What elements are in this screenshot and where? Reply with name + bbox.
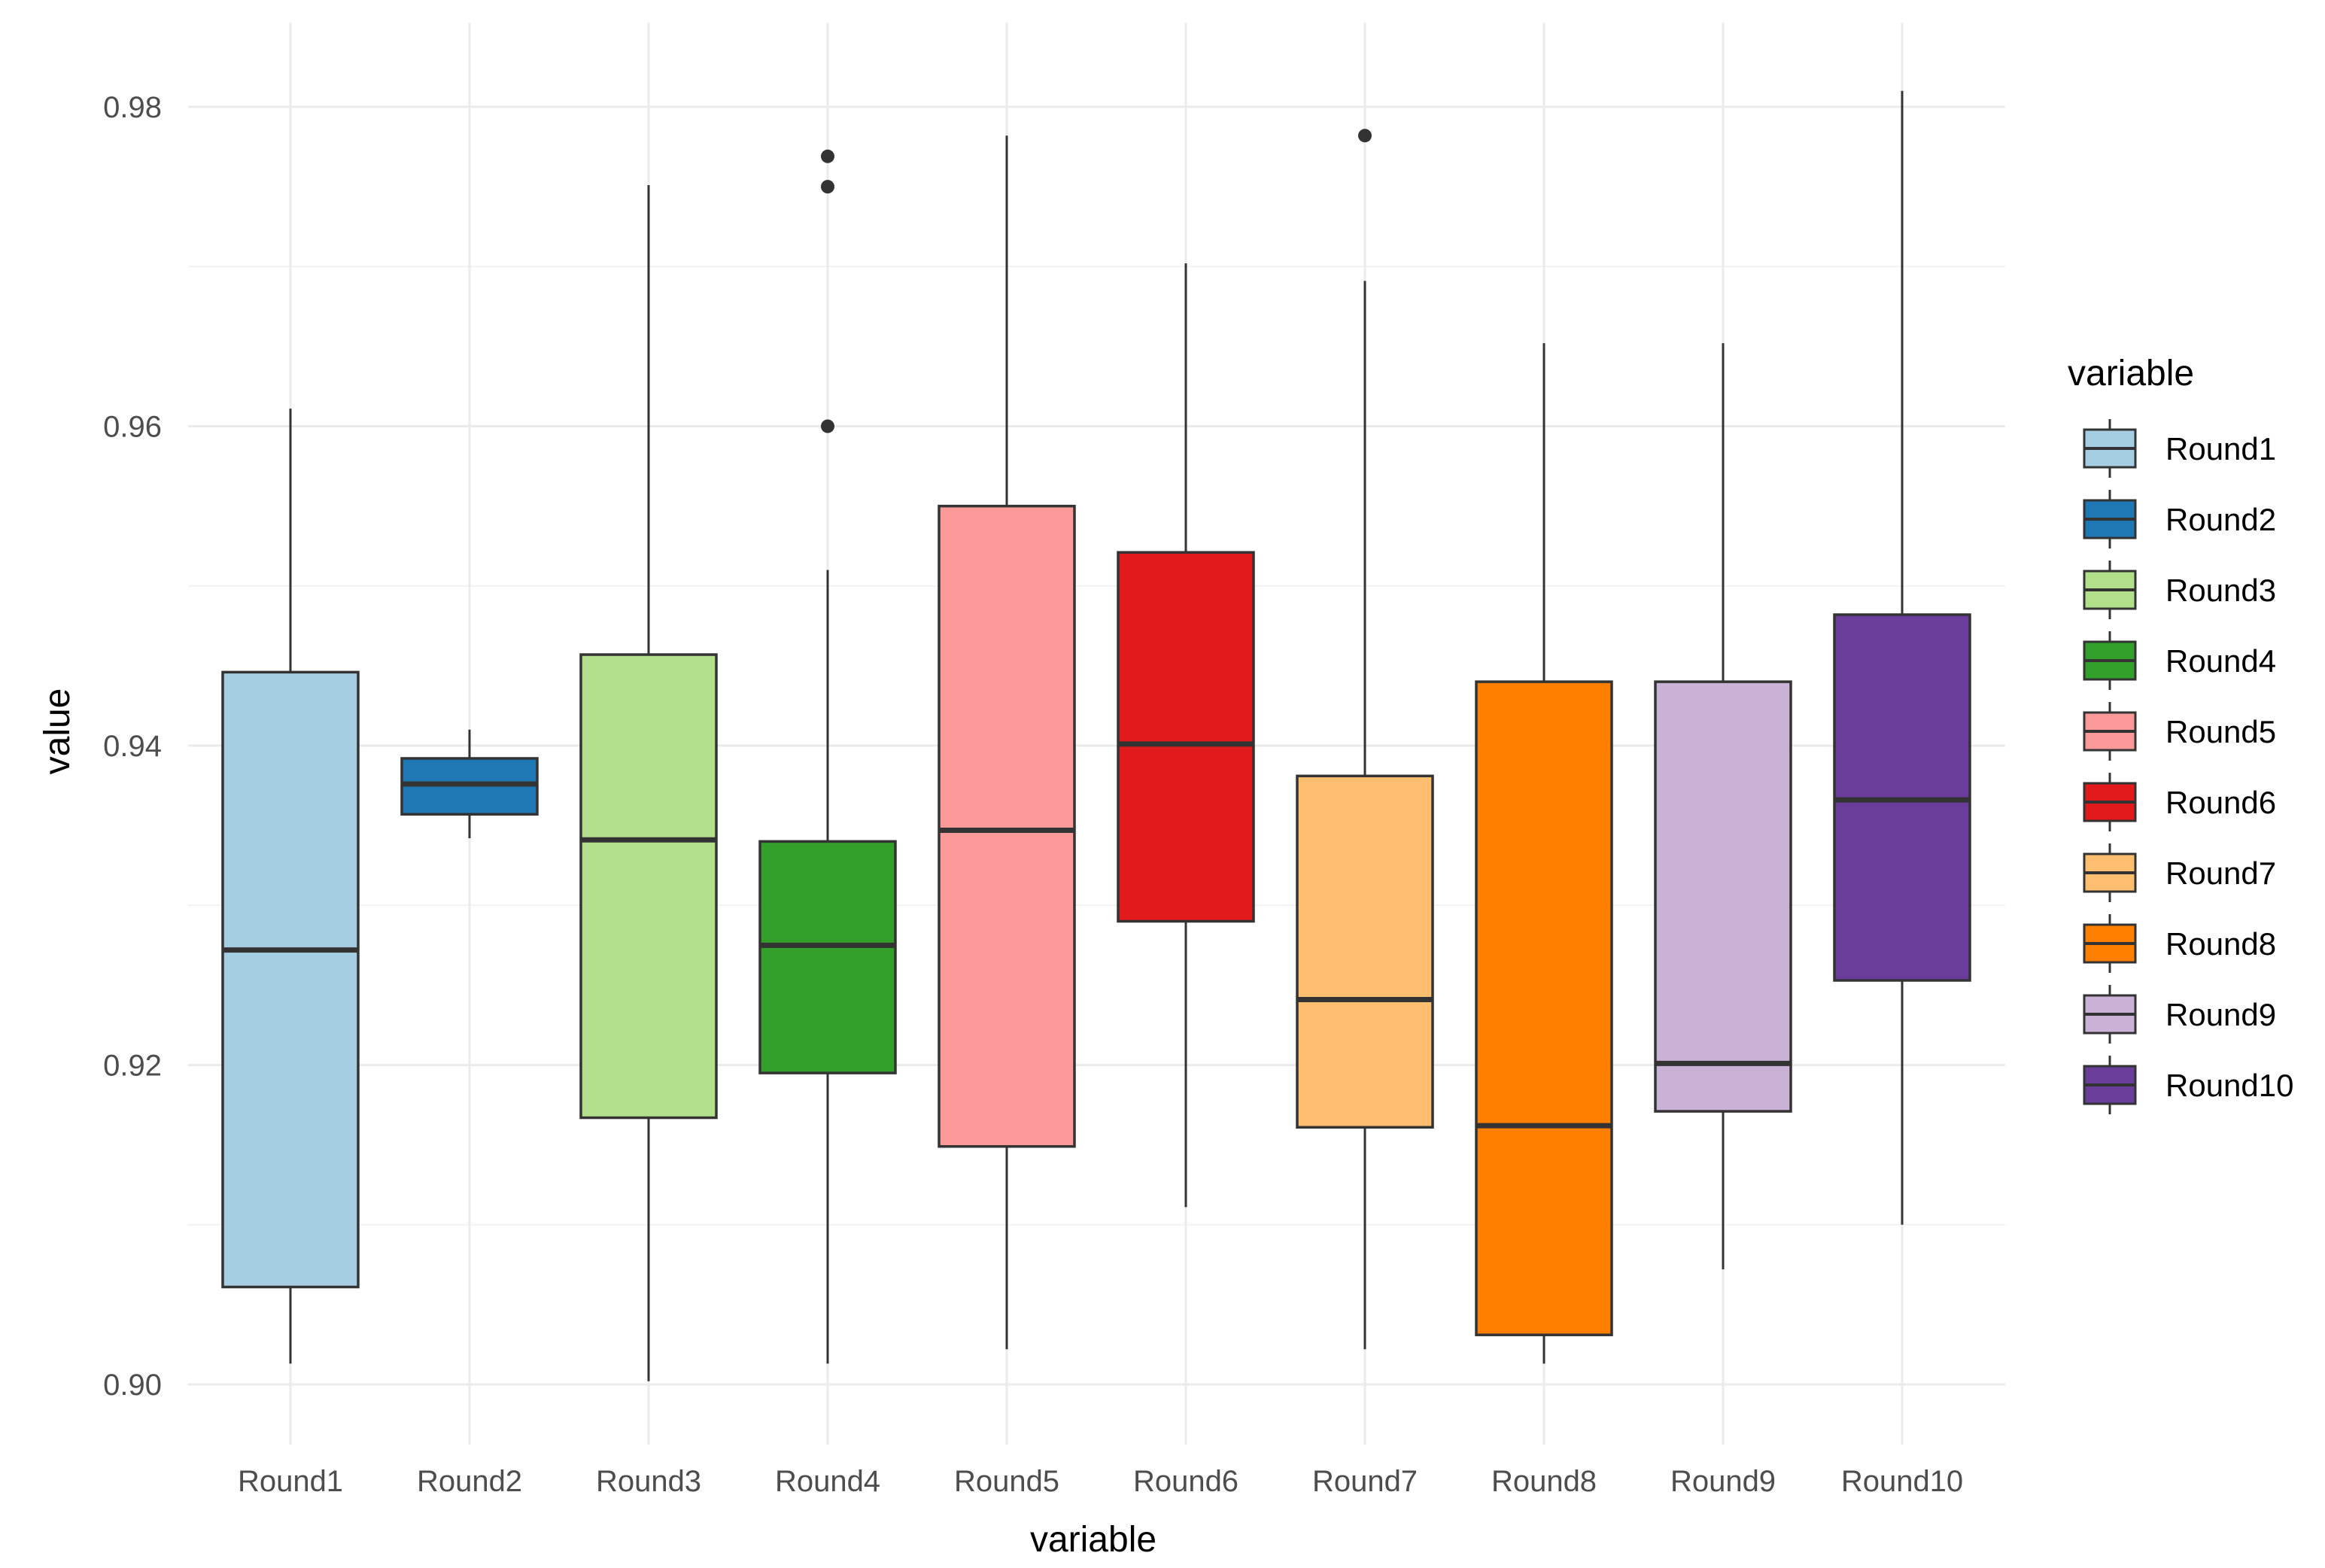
legend-item-round4: Round4: [2083, 631, 2276, 690]
legend-label: Round5: [2165, 714, 2276, 749]
x-tick-label: Round9: [1670, 1465, 1776, 1498]
legend-title: variable: [2068, 354, 2194, 394]
box-round10: [1833, 90, 1971, 1225]
box-rect: [938, 504, 1076, 1148]
box-rect: [579, 653, 718, 1120]
x-tick-label: Round3: [596, 1465, 701, 1498]
outlier-point: [1358, 129, 1372, 143]
box-rect: [221, 670, 360, 1289]
x-tick-label: Round7: [1312, 1465, 1418, 1498]
box-round8: [1475, 343, 1613, 1364]
outlier-point: [821, 419, 834, 433]
legend-label: Round9: [2165, 997, 2276, 1032]
legend-label: Round2: [2165, 502, 2276, 537]
legend-label: Round3: [2165, 573, 2276, 608]
x-tick-label: Round1: [238, 1465, 343, 1498]
legend-item-round3: Round3: [2083, 561, 2276, 619]
legend-item-round10: Round10: [2083, 1056, 2293, 1114]
legend-item-round7: Round7: [2083, 843, 2276, 902]
x-tick-label: Round5: [954, 1465, 1059, 1498]
y-tick-label: 0.96: [103, 411, 162, 444]
y-axis-title: value: [38, 688, 78, 775]
box-round1: [221, 409, 360, 1364]
legend-label: Round10: [2165, 1068, 2293, 1103]
legend: variable Round1 Round2 Round3 Round4 Round5 R…: [2068, 354, 2293, 1114]
legend-item-round8: Round8: [2083, 914, 2276, 973]
boxes-layer: [221, 90, 1971, 1381]
x-tick-label: Round8: [1491, 1465, 1597, 1498]
outlier-point: [821, 180, 834, 194]
y-tick-label: 0.92: [103, 1050, 162, 1083]
outlier-point: [821, 149, 834, 163]
box-round3: [579, 185, 718, 1381]
x-axis-title: variable: [1030, 1520, 1156, 1560]
legend-label: Round6: [2165, 785, 2276, 820]
box-rect: [758, 840, 897, 1074]
y-axis-ticks: 0.90 0.92 0.94 0.96 0.98: [103, 91, 162, 1402]
legend-label: Round4: [2165, 643, 2276, 679]
x-axis-ticks: Round1 Round2 Round3 Round4 Round5 Round6 Roun…: [238, 1465, 1963, 1498]
x-tick-label: Round2: [417, 1465, 522, 1498]
box-round7: [1296, 129, 1434, 1350]
box-round6: [1117, 263, 1255, 1208]
box-round5: [938, 135, 1076, 1350]
box-rect: [1654, 680, 1792, 1113]
box-rect: [1296, 774, 1434, 1129]
legend-item-round2: Round2: [2083, 490, 2276, 548]
box-round9: [1654, 343, 1792, 1270]
x-tick-label: Round6: [1133, 1465, 1238, 1498]
box-round2: [400, 729, 539, 839]
legend-item-round1: Round1: [2083, 419, 2276, 478]
box-rect: [1117, 551, 1255, 923]
legend-label: Round8: [2165, 926, 2276, 962]
y-tick-label: 0.94: [103, 730, 162, 763]
legend-label: Round1: [2165, 431, 2276, 466]
legend-item-round5: Round5: [2083, 702, 2276, 761]
y-tick-label: 0.90: [103, 1369, 162, 1402]
legend-item-round6: Round6: [2083, 773, 2276, 831]
box-round4: [758, 149, 897, 1364]
y-tick-label: 0.98: [103, 91, 162, 124]
box-rect: [1475, 680, 1613, 1336]
x-tick-label: Round10: [1841, 1465, 1963, 1498]
legend-item-round9: Round9: [2083, 985, 2276, 1044]
legend-label: Round7: [2165, 855, 2276, 891]
x-tick-label: Round4: [775, 1465, 880, 1498]
